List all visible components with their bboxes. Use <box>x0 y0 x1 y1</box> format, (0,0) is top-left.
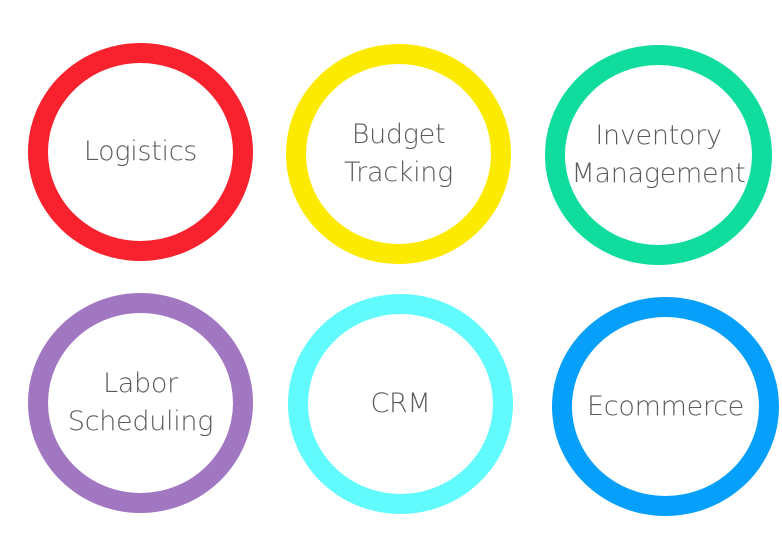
ring-logistics: Logistics <box>28 43 253 261</box>
ring-crm-label: CRM <box>370 385 430 423</box>
ring-logistics-label: Logistics <box>84 133 197 171</box>
ring-labor-scheduling: Labor Scheduling <box>28 293 253 513</box>
ring-ecommerce: Ecommerce <box>552 297 779 516</box>
ring-labor-scheduling-label-line-2: Scheduling <box>67 406 214 437</box>
ring-budget-tracking-label-line-1: Budget <box>351 119 446 150</box>
ring-labor-scheduling-label: Labor Scheduling <box>67 365 214 441</box>
ring-crm-label-line: CRM <box>370 388 431 419</box>
ring-logistics-label-line: Logistics <box>83 136 198 167</box>
ring-inventory-management-label-line-2: Management <box>571 158 746 189</box>
ring-inventory-management-label-line-1: Inventory <box>595 120 722 151</box>
ring-budget-tracking: Budget Tracking <box>286 44 511 264</box>
ring-budget-tracking-label-line-2: Tracking <box>343 157 454 188</box>
ring-budget-tracking-label: Budget Tracking <box>344 116 453 192</box>
ring-labor-scheduling-label-line-1: Labor <box>103 368 178 399</box>
ring-inventory-management: Inventory Management <box>545 45 772 265</box>
ring-ecommerce-label-line: Ecommerce <box>587 390 744 422</box>
ring-ecommerce-label: Ecommerce <box>587 388 744 426</box>
ring-inventory-management-label: Inventory Management <box>572 117 746 193</box>
ring-crm: CRM <box>288 294 513 514</box>
